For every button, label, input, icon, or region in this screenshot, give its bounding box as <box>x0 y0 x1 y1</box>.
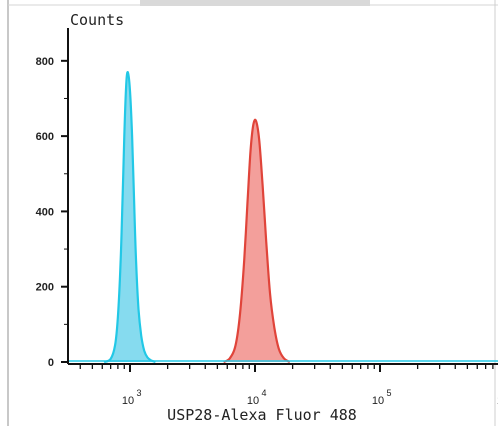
y-tick-label: 800 <box>36 56 54 68</box>
x-tick-label-exponent: 3 <box>136 388 141 398</box>
series-2-line <box>222 118 291 364</box>
series-2-area <box>223 119 290 362</box>
y-axis-label: Counts <box>70 11 124 29</box>
series-1-area <box>104 72 156 363</box>
top-tab-strip <box>140 0 370 6</box>
series-1-line <box>103 70 156 364</box>
x-tick-label-base: 10 <box>497 395 498 407</box>
x-tick-label-base: 10 <box>372 395 384 407</box>
y-tick-label: 200 <box>36 282 54 294</box>
x-tick-label-base: 10 <box>247 395 259 407</box>
y-tick-label: 600 <box>36 131 54 143</box>
x-tick-label-exponent: 5 <box>386 388 391 398</box>
x-tick-label-base: 10 <box>122 395 134 407</box>
y-tick-label: 400 <box>36 206 54 218</box>
y-tick-label: 0 <box>48 357 54 369</box>
x-axis-label: USP28-Alexa Fluor 488 <box>167 406 357 424</box>
x-tick-label-exponent: 4 <box>261 388 266 398</box>
